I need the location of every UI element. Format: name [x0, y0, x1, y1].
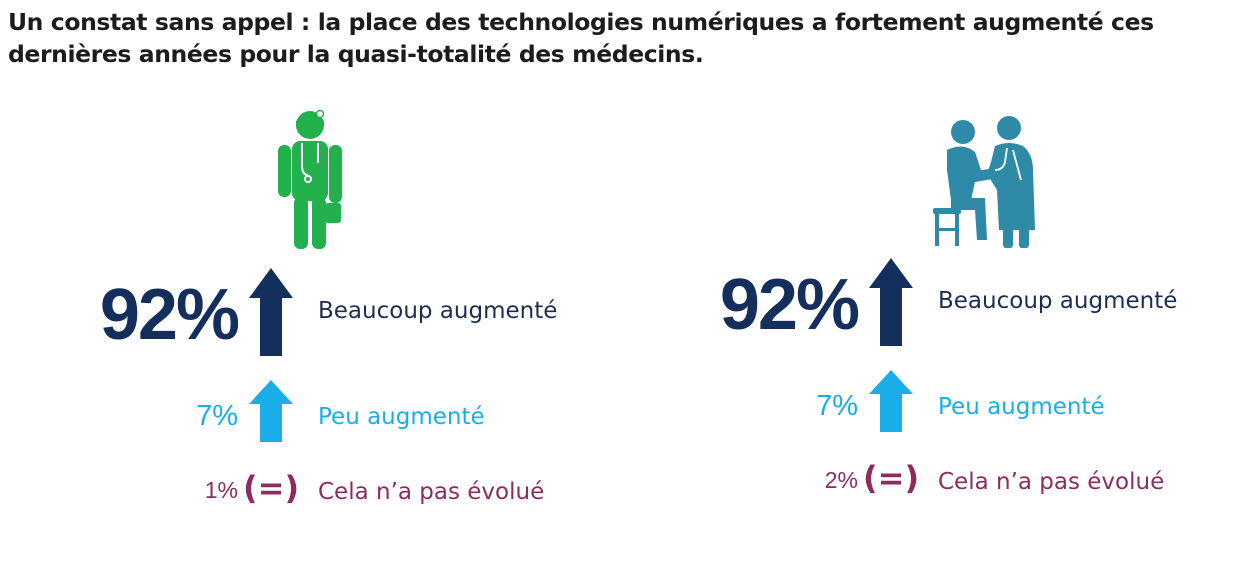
value-label-beaucoup: 92% [99, 275, 240, 355]
value-label-stable: 1% [204, 477, 238, 503]
value-label-peu: 7% [196, 400, 238, 432]
label-peu: Peu augmenté [318, 404, 485, 430]
up-arrow-light-icon [869, 370, 913, 432]
row-peu-augmente: 7% Peu augmenté [620, 370, 1180, 460]
page-title: Un constat sans appel : la place des tec… [8, 8, 1154, 68]
label-stable: Cela n’a pas évolué [938, 469, 1165, 495]
row-peu-augmente: 7% Peu augmenté [0, 380, 560, 470]
panel-left: 92% Beaucoup augmenté 7% Peu augmenté 1%… [0, 100, 560, 540]
row-beaucoup-augmente: 92% Beaucoup augmenté [620, 258, 1180, 348]
doctor-stethoscope-icon [278, 109, 342, 249]
label-stable: Cela n’a pas évolué [318, 479, 545, 505]
value-label-peu: 7% [816, 390, 858, 422]
label-peu: Peu augmenté [938, 394, 1105, 420]
value-label-stable: 2% [824, 467, 858, 493]
label-beaucoup: Beaucoup augmenté [318, 298, 558, 324]
row-pas-evolue: 2% (=) Cela n’a pas évolué [620, 456, 1180, 546]
label-beaucoup: Beaucoup augmenté [938, 288, 1178, 314]
equals-paren-icon: (=) [863, 459, 920, 497]
doctor-patient-consultation-icon [933, 116, 1035, 248]
value-label-beaucoup: 92% [719, 265, 860, 345]
up-arrow-light-icon [249, 380, 293, 442]
equals-paren-icon: (=) [243, 469, 300, 507]
panel-right: 92% Beaucoup augmenté 7% Peu augmenté 2%… [620, 90, 1180, 530]
row-beaucoup-augmente: 92% Beaucoup augmenté [0, 268, 560, 358]
row-pas-evolue: 1% (=) Cela n’a pas évolué [0, 466, 560, 556]
up-arrow-dark-icon [249, 268, 293, 356]
up-arrow-dark-icon [869, 258, 913, 346]
